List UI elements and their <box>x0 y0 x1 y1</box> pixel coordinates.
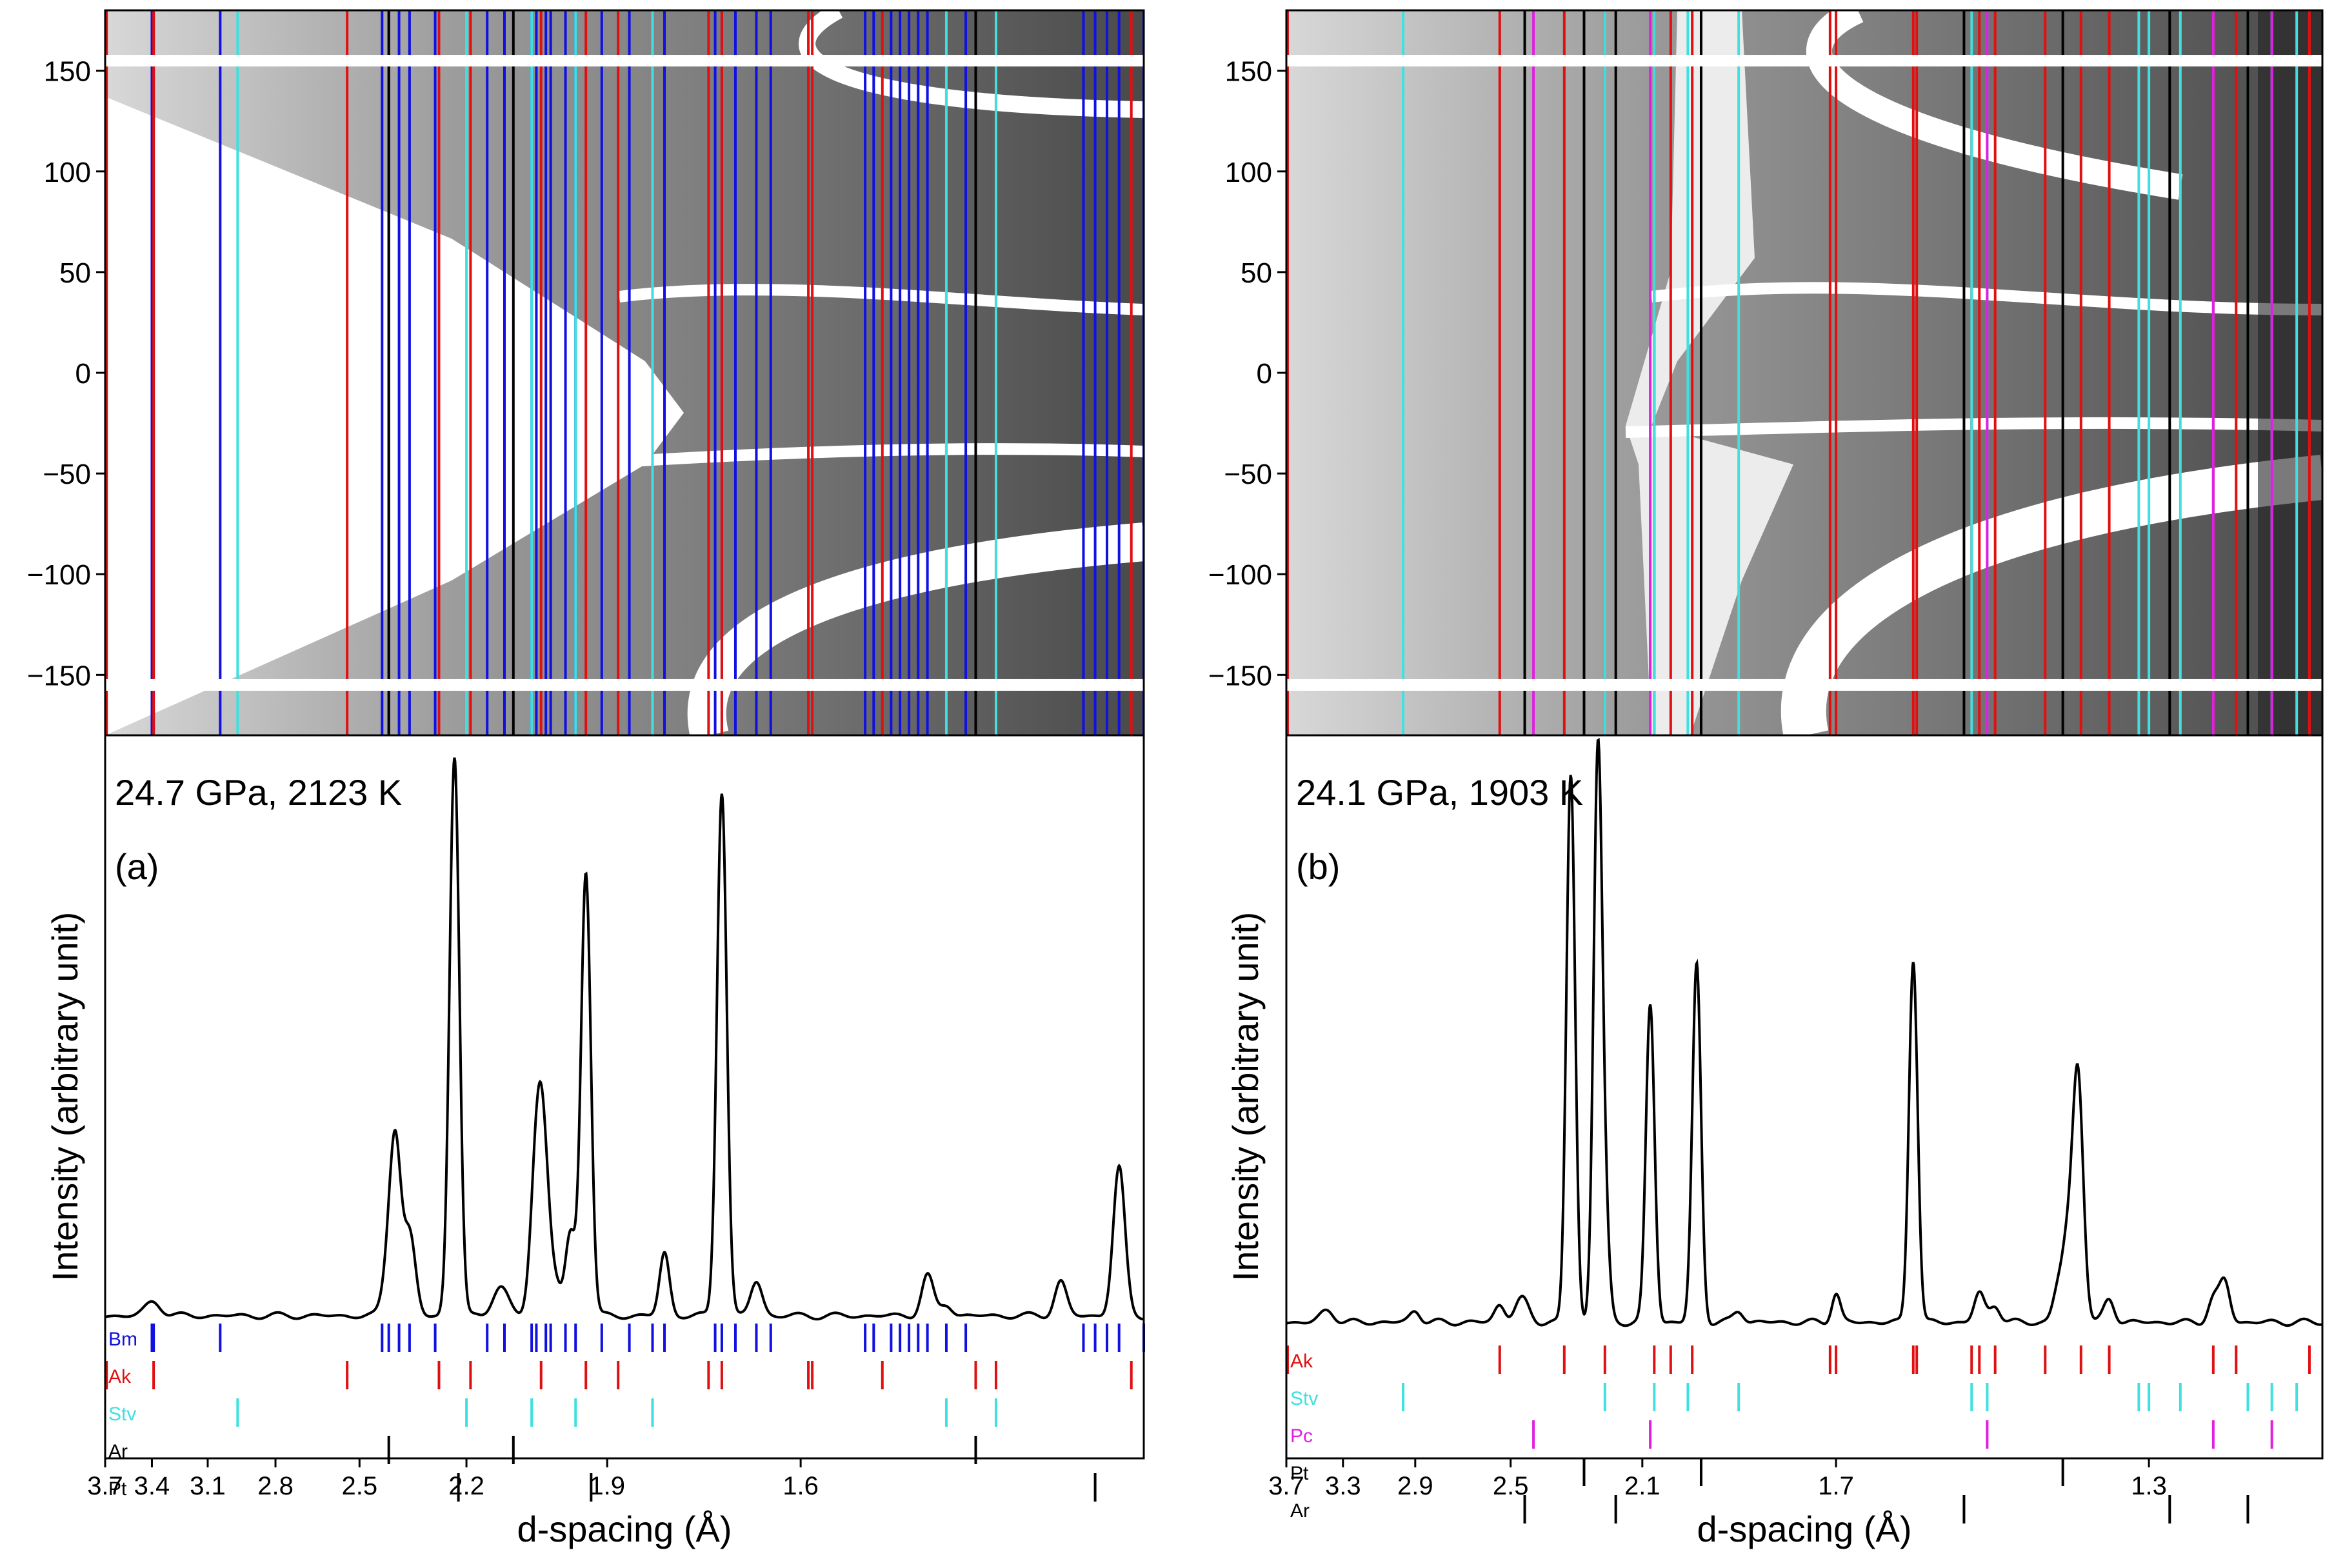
cake-y-tick-label: −150 <box>27 660 91 691</box>
panel-a-label: (a) <box>115 846 159 887</box>
cake-y-tick-label: 50 <box>1241 257 1272 289</box>
panel-a-spectrum-frame <box>104 734 1145 1460</box>
panel-b-label: (b) <box>1296 846 1340 887</box>
x-tick-label: 2.5 <box>341 1472 377 1500</box>
panel-b-xlabel: d-spacing (Å) <box>1697 1509 1911 1549</box>
panel-b-ylabel: Intensity (arbitrary unit) <box>1225 912 1266 1282</box>
phase-label-stv: Stv <box>108 1404 136 1425</box>
panel-b-spectrum <box>1286 737 2322 1327</box>
phase-label-pc: Pc <box>1290 1425 1313 1447</box>
panel-a-cake-shadow <box>105 97 684 735</box>
panel-a-phase-ticks <box>105 1324 1145 1502</box>
panel-a-cake <box>105 10 1144 735</box>
panel-b-cake-shadow <box>1626 10 1793 735</box>
cake-y-tick-label: −100 <box>27 559 91 591</box>
panel-b-phase-labels: Ak Stv Pc Pt Ar <box>1290 1351 1318 1522</box>
cake-y-tick-label: −50 <box>43 459 91 490</box>
x-tick-label: 2.2 <box>448 1472 484 1500</box>
x-tick-label: 2.9 <box>1397 1472 1433 1500</box>
cake-gap-band <box>1286 55 2322 67</box>
cake-y-tick-label: −100 <box>1208 559 1272 591</box>
cake-y-tick-label: 150 <box>44 56 91 88</box>
x-tick-label: 2.1 <box>1624 1472 1661 1500</box>
panel-a-x-axis: 3.7 3.4 3.1 2.8 2.5 2.2 1.9 1.6 <box>87 1458 819 1500</box>
panel-a-ylabel: Intensity (arbitrary unit) <box>45 912 85 1282</box>
panel-b-condition-title: 24.1 GPa, 1903 K <box>1296 772 1583 813</box>
panel-b-spectrum-line <box>1286 737 2322 1327</box>
x-tick-label: 1.3 <box>2131 1472 2167 1500</box>
panel-b-cake-y-axis: 150 100 50 0 −50 −100 −150 <box>1208 56 1286 691</box>
x-tick-label: 2.8 <box>257 1472 294 1500</box>
cake-y-tick-label: −150 <box>1208 660 1272 691</box>
cake-y-tick-label: 100 <box>44 157 91 188</box>
x-tick-label: 3.4 <box>134 1472 170 1500</box>
panel-b-spectrum-frame <box>1285 734 2324 1460</box>
x-tick-label: 3.7 <box>1268 1472 1304 1500</box>
panel-a-condition-title: 24.7 GPa, 2123 K <box>115 772 402 813</box>
panel-b-cake-background <box>1286 10 2322 735</box>
panel-b-phase-ticks <box>1286 1345 2311 1523</box>
panel-b: 150 100 50 0 −50 −100 −150 Ak Stv Pc Pt Ar 3.7 3.3 2… <box>1208 9 2324 1549</box>
phase-label-pt: Pt <box>108 1478 127 1500</box>
x-tick-label: 1.9 <box>589 1472 625 1500</box>
x-tick-label: 1.6 <box>783 1472 819 1500</box>
cake-y-tick-label: 0 <box>1257 358 1272 390</box>
panel-b-cake-dark-edge <box>2258 10 2322 735</box>
phase-label-ak: Ak <box>108 1366 132 1387</box>
panel-a-xlabel: d-spacing (Å) <box>517 1509 732 1549</box>
x-tick-label: 1.7 <box>1818 1472 1854 1500</box>
x-tick-label: 2.5 <box>1493 1472 1529 1500</box>
cake-gap-band <box>105 55 1144 67</box>
x-tick-label: 3.7 <box>87 1472 123 1500</box>
panel-a-spectrum-line <box>105 757 1144 1321</box>
panel-a-cake-arc-upper <box>799 10 1144 118</box>
panel-b-cake <box>1286 10 2322 735</box>
phase-label-bm: Bm <box>108 1329 137 1350</box>
phase-label-ar: Ar <box>1290 1500 1310 1522</box>
panel-b-cake-gaps <box>1286 55 2322 691</box>
x-tick-label: 3.1 <box>190 1472 226 1500</box>
phase-label-ak: Ak <box>1290 1351 1313 1372</box>
cake-gap-band <box>105 679 1144 691</box>
cake-y-tick-label: 100 <box>1225 157 1272 188</box>
phase-label-stv: Stv <box>1290 1388 1318 1409</box>
panel-b-x-axis: 3.7 3.3 2.9 2.5 2.1 1.7 1.3 <box>1268 1458 2167 1500</box>
cake-y-tick-label: −50 <box>1224 459 1272 490</box>
panel-a-cake-y-axis: 150 100 50 0 −50 −100 −150 <box>27 56 105 691</box>
cake-y-tick-label: 50 <box>59 257 91 289</box>
cake-gap-band <box>1286 679 2322 691</box>
panel-b-cake-arc-upper <box>1806 10 2183 200</box>
phase-label-pt: Pt <box>1290 1463 1309 1484</box>
panel-a-cake-phase-lines <box>105 10 1144 735</box>
panel-a-spectrum <box>105 757 1144 1321</box>
panel-b-cake-phase-lines <box>1286 10 2311 735</box>
cake-y-tick-label: 0 <box>75 358 91 390</box>
x-tick-label: 3.3 <box>1325 1472 1361 1500</box>
cake-y-tick-label: 150 <box>1225 56 1272 88</box>
panel-a-cake-gaps <box>105 55 1144 691</box>
